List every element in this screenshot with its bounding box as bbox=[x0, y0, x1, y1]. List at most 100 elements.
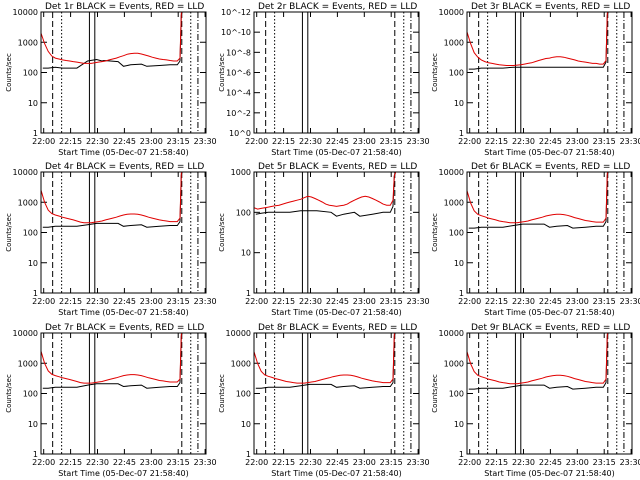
y-tick-label: 1 bbox=[459, 129, 464, 138]
panel-1: Det 1r BLACK = Events, RED = LLD Counts/s… bbox=[5, 2, 217, 157]
y-tick-label: 1000 bbox=[231, 168, 251, 177]
events-series-line bbox=[42, 333, 183, 389]
x-tick-label: 23:15 bbox=[380, 137, 403, 146]
x-tick-label: 22:30 bbox=[512, 458, 535, 467]
x-tick-label: 22:30 bbox=[86, 458, 109, 467]
x-tick-label: 22:00 bbox=[245, 458, 268, 467]
y-tick-label: 10^-6 bbox=[226, 69, 251, 78]
y-tick-label: 10000 bbox=[439, 168, 464, 177]
panel-7: Det 7r BLACK = Events, RED = LLD Counts/s… bbox=[5, 323, 217, 478]
x-axis-label: Start Time (05-Dec-07 21:58:40) bbox=[484, 469, 615, 478]
x-tick-label: 22:15 bbox=[485, 137, 508, 146]
x-tick-label: 23:00 bbox=[353, 137, 376, 146]
y-axis-label: Counts/sec bbox=[5, 213, 13, 252]
lld-series-line bbox=[254, 172, 397, 210]
x-tick-label: 23:00 bbox=[353, 458, 376, 467]
x-tick-label: 22:30 bbox=[512, 137, 535, 146]
x-tick-label: 22:00 bbox=[245, 137, 268, 146]
panel-title: Det 9r BLACK = Events, RED = LLD bbox=[471, 323, 630, 333]
x-tick-label: 23:15 bbox=[167, 137, 190, 146]
y-tick-label: 100 bbox=[236, 208, 251, 217]
lld-series-line bbox=[41, 12, 183, 64]
x-tick-label: 23:00 bbox=[353, 297, 376, 306]
x-tick-label: 22:45 bbox=[539, 297, 562, 306]
y-tick-label: 1 bbox=[459, 289, 464, 298]
panel-9: Det 9r BLACK = Events, RED = LLD Counts/s… bbox=[431, 323, 640, 478]
x-axis-label: Start Time (05-Dec-07 21:58:40) bbox=[484, 308, 615, 317]
x-tick-label: 23:30 bbox=[620, 458, 640, 467]
x-tick-label: 22:30 bbox=[512, 297, 535, 306]
x-tick-label: 23:15 bbox=[380, 458, 403, 467]
x-axis-label: Start Time (05-Dec-07 21:58:40) bbox=[58, 308, 189, 317]
x-axis-label: Start Time (05-Dec-07 21:58:40) bbox=[58, 469, 189, 478]
panel-title: Det 1r BLACK = Events, RED = LLD bbox=[45, 2, 204, 12]
x-tick-label: 23:30 bbox=[620, 137, 640, 146]
plot-frame bbox=[466, 11, 633, 134]
y-tick-label: 10^-2 bbox=[226, 109, 251, 118]
x-tick-label: 22:15 bbox=[59, 458, 82, 467]
x-tick-label: 22:30 bbox=[299, 458, 322, 467]
x-tick-label: 22:45 bbox=[326, 458, 349, 467]
x-tick-label: 22:30 bbox=[299, 137, 322, 146]
lld-series-line bbox=[467, 333, 609, 385]
x-tick-label: 22:45 bbox=[113, 297, 136, 306]
y-axis-label: Counts/sec bbox=[218, 213, 226, 252]
y-tick-label: 10 bbox=[28, 99, 38, 108]
events-series-line bbox=[42, 12, 183, 69]
x-tick-label: 23:00 bbox=[566, 458, 589, 467]
x-tick-label: 23:00 bbox=[566, 297, 589, 306]
plot-frame bbox=[466, 332, 633, 455]
y-tick-label: 10 bbox=[454, 259, 464, 268]
x-tick-label: 23:30 bbox=[194, 137, 217, 146]
y-tick-label: 10000 bbox=[13, 8, 38, 17]
y-tick-label: 10 bbox=[454, 99, 464, 108]
panel-title: Det 6r BLACK = Events, RED = LLD bbox=[471, 162, 630, 172]
panel-title: Det 2r BLACK = Events, RED = LLD bbox=[258, 2, 417, 12]
x-tick-label: 22:30 bbox=[86, 297, 109, 306]
panel-title: Det 4r BLACK = Events, RED = LLD bbox=[45, 162, 204, 172]
y-tick-label: 10 bbox=[454, 420, 464, 429]
x-tick-label: 22:15 bbox=[59, 297, 82, 306]
y-tick-label: 10 bbox=[28, 420, 38, 429]
y-tick-label: 1 bbox=[459, 450, 464, 459]
x-tick-label: 22:15 bbox=[485, 458, 508, 467]
y-tick-label: 1000 bbox=[231, 359, 251, 368]
plot-frame bbox=[40, 332, 207, 455]
x-tick-label: 22:45 bbox=[326, 297, 349, 306]
events-series-line bbox=[42, 172, 183, 228]
x-axis-label: Start Time (05-Dec-07 21:58:40) bbox=[271, 308, 402, 317]
x-tick-label: 22:00 bbox=[32, 137, 55, 146]
events-series-line bbox=[468, 172, 609, 229]
x-tick-label: 22:00 bbox=[458, 297, 481, 306]
y-tick-label: 10000 bbox=[226, 329, 251, 338]
plot-frame bbox=[40, 171, 207, 294]
panel-title: Det 5r BLACK = Events, RED = LLD bbox=[258, 162, 417, 172]
x-tick-label: 23:15 bbox=[167, 297, 190, 306]
y-axis-label: Counts/sec bbox=[5, 53, 13, 92]
x-tick-label: 23:30 bbox=[407, 458, 430, 467]
panel-5: Det 5r BLACK = Events, RED = LLD Counts/s… bbox=[218, 162, 430, 317]
y-tick-label: 10^-4 bbox=[226, 89, 251, 98]
x-axis-label: Start Time (05-Dec-07 21:58:40) bbox=[271, 469, 402, 478]
x-tick-label: 22:15 bbox=[59, 137, 82, 146]
x-tick-label: 22:30 bbox=[86, 137, 109, 146]
x-tick-label: 23:30 bbox=[194, 458, 217, 467]
y-tick-label: 10000 bbox=[439, 329, 464, 338]
y-axis-label: Counts/sec bbox=[5, 374, 13, 413]
x-tick-label: 23:30 bbox=[620, 297, 640, 306]
x-tick-label: 22:45 bbox=[539, 458, 562, 467]
x-tick-label: 23:15 bbox=[380, 297, 403, 306]
x-tick-label: 22:00 bbox=[245, 297, 268, 306]
y-tick-label: 10^-10 bbox=[221, 28, 251, 37]
plot-frame bbox=[253, 332, 420, 455]
plot-frame bbox=[253, 171, 420, 294]
y-axis-label: Counts/sec bbox=[218, 53, 226, 92]
x-axis-label: Start Time (05-Dec-07 21:58:40) bbox=[58, 148, 189, 157]
x-tick-label: 23:15 bbox=[593, 297, 616, 306]
x-tick-label: 22:15 bbox=[485, 297, 508, 306]
y-tick-label: 1000 bbox=[18, 359, 38, 368]
y-tick-label: 1000 bbox=[18, 198, 38, 207]
panel-title: Det 7r BLACK = Events, RED = LLD bbox=[45, 323, 204, 333]
x-tick-label: 23:15 bbox=[593, 137, 616, 146]
panel-6: Det 6r BLACK = Events, RED = LLD Counts/s… bbox=[431, 162, 640, 317]
